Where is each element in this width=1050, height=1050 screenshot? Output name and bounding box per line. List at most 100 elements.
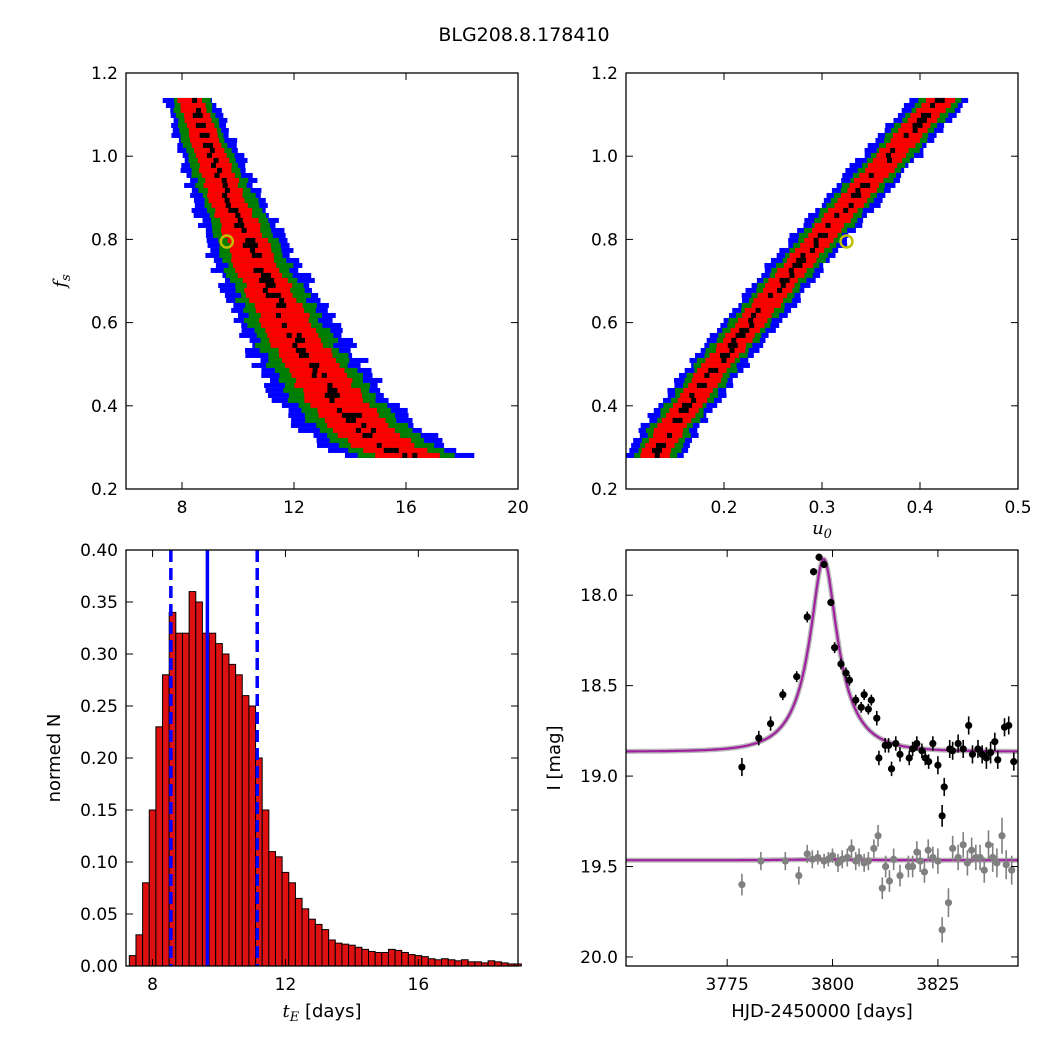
best-fit-marker bbox=[839, 234, 854, 249]
y-tick-label: 0.6 bbox=[591, 314, 618, 334]
heat-cell-sigma1 bbox=[683, 407, 689, 413]
heat-row-sigma2 bbox=[705, 357, 735, 363]
heat-cell-sigma1 bbox=[351, 412, 357, 418]
x-tick-label: 8 bbox=[177, 498, 188, 518]
histogram-bar bbox=[195, 601, 203, 967]
histogram-bar bbox=[427, 958, 436, 967]
heat-cell-sigma1 bbox=[917, 122, 923, 128]
histogram-bar bbox=[321, 929, 330, 967]
heat-cell-sigma1 bbox=[309, 362, 315, 368]
heat-cell-sigma1 bbox=[678, 407, 684, 413]
y-tick-label: 0.4 bbox=[591, 397, 618, 417]
data-point-main bbox=[991, 738, 999, 746]
data-point-main bbox=[1010, 758, 1018, 766]
data-point-sub bbox=[890, 855, 898, 863]
histogram-bar bbox=[401, 951, 409, 967]
heat-row-sigma2 bbox=[916, 107, 946, 113]
y-tick-label: 0.35 bbox=[80, 593, 118, 613]
data-point-sub bbox=[954, 853, 962, 862]
data-point-sub bbox=[976, 853, 984, 862]
heat-cell-sigma1 bbox=[311, 372, 317, 378]
heat-cell-sigma1 bbox=[860, 182, 866, 188]
histogram-bar bbox=[228, 663, 237, 967]
y-tick-label: 18.5 bbox=[580, 677, 618, 697]
heat-cell-sigma1 bbox=[780, 282, 786, 288]
data-point-sub bbox=[874, 832, 882, 840]
heat-row-sigma2 bbox=[184, 117, 212, 123]
heat-cell-sigma1 bbox=[376, 442, 382, 448]
heat-cell-sigma1 bbox=[250, 237, 256, 243]
heat-cell-sigma1 bbox=[739, 327, 745, 333]
data-point-main bbox=[864, 705, 872, 713]
data-point-main bbox=[738, 763, 746, 771]
data-point-sub bbox=[909, 862, 917, 871]
heat-cell-sigma1 bbox=[256, 252, 262, 258]
x-axis-label: tE [days] bbox=[283, 1001, 362, 1025]
data-point-main bbox=[909, 745, 917, 753]
data-point-main bbox=[809, 568, 818, 576]
heat-row-sigma2 bbox=[890, 137, 921, 143]
heat-cell-sigma1 bbox=[654, 452, 660, 458]
panel-fs-vs-tE: 8 12 16 200.20.40.60.81.01.2fs bbox=[50, 64, 529, 518]
heat-cell-sigma1 bbox=[813, 242, 819, 248]
y-tick-label: 0.6 bbox=[91, 314, 118, 334]
heat-row-sigma2 bbox=[189, 137, 220, 143]
heat-cell-sigma1 bbox=[788, 267, 794, 273]
heat-cell-sigma1 bbox=[682, 402, 688, 408]
heat-cell-sigma1 bbox=[921, 112, 927, 118]
heat-row-sigma2 bbox=[859, 172, 889, 178]
heat-cell-sigma1 bbox=[912, 122, 918, 128]
heat-cell-sigma1 bbox=[295, 347, 301, 353]
histogram-bar bbox=[487, 960, 496, 967]
heat-row-sigma2 bbox=[865, 167, 895, 173]
heat-cell-sigma1 bbox=[735, 332, 741, 338]
heat-cell-sigma1 bbox=[214, 172, 220, 178]
heat-cell-sigma1 bbox=[300, 347, 306, 353]
heat-row-sigma2 bbox=[876, 152, 907, 158]
heat-cell-sigma1 bbox=[817, 232, 823, 238]
data-point-sub bbox=[959, 841, 967, 849]
histogram-bar bbox=[368, 950, 376, 967]
heat-cell-sigma1 bbox=[210, 162, 216, 168]
heat-cell-sigma1 bbox=[224, 197, 230, 203]
data-point-sub bbox=[803, 850, 811, 858]
histogram-bar bbox=[461, 959, 469, 967]
panel-tE-histogram: 8 12 16 0.00 0.05 0.10 0.15 0.20 0.25 0.30 0.35 0.4… bbox=[44, 541, 522, 1025]
heat-row-sigma2 bbox=[317, 407, 378, 413]
heat-cell-sigma1 bbox=[362, 432, 368, 438]
y-tick-label: 0.10 bbox=[80, 853, 118, 873]
heat-row-sigma2 bbox=[701, 362, 731, 368]
heat-cell-sigma1 bbox=[275, 312, 281, 318]
data-point-sub bbox=[896, 871, 904, 880]
heat-cell-sigma1 bbox=[260, 272, 266, 278]
heat-cell-sigma1 bbox=[242, 242, 248, 248]
heat-cell-sigma1 bbox=[672, 417, 678, 423]
heat-cell-sigma1 bbox=[731, 337, 737, 343]
heat-cell-sigma1 bbox=[388, 447, 394, 453]
data-point-main bbox=[938, 812, 946, 820]
data-point-main bbox=[820, 560, 828, 569]
histogram-bar bbox=[381, 951, 389, 967]
heat-row-sigma2 bbox=[249, 297, 297, 303]
panel-light-curve: 3775 3800 3825 18.0 18.5 19.0 19.5 20.0 HJD-2450… bbox=[544, 549, 1019, 1022]
heat-cell-sigma1 bbox=[239, 222, 245, 228]
data-point-sub bbox=[738, 881, 746, 889]
heat-row-sigma2 bbox=[657, 422, 687, 428]
heat-cell-sigma1 bbox=[701, 382, 707, 388]
heat-cell-sigma1 bbox=[383, 447, 389, 453]
heat-cell-sigma1 bbox=[234, 222, 240, 228]
data-point-main bbox=[860, 691, 868, 699]
heat-cell-sigma1 bbox=[412, 452, 418, 458]
heat-row-sigma2 bbox=[886, 142, 916, 148]
data-point-main bbox=[987, 748, 995, 757]
y-tick-label: 1.2 bbox=[91, 64, 118, 84]
histogram-bar bbox=[148, 809, 157, 967]
histogram-bar bbox=[348, 944, 356, 967]
x-tick-label: 16 bbox=[395, 498, 417, 518]
data-point-sub bbox=[993, 859, 1001, 867]
heat-cell-sigma1 bbox=[689, 392, 695, 398]
heat-cell-sigma1 bbox=[294, 337, 300, 343]
data-point-main bbox=[918, 747, 926, 755]
heat-cell-sigma1 bbox=[779, 277, 785, 283]
heat-cell-sigma1 bbox=[696, 382, 702, 388]
